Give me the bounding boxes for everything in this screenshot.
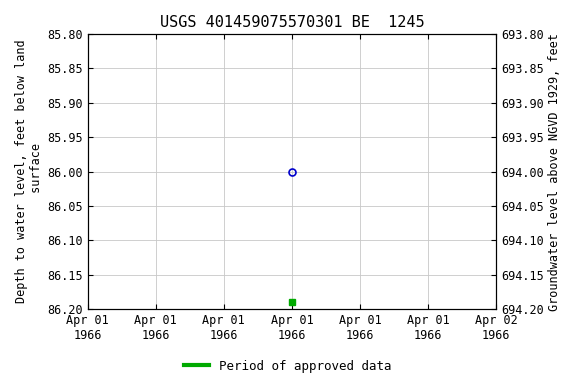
Title: USGS 401459075570301 BE  1245: USGS 401459075570301 BE 1245 [160,15,425,30]
Y-axis label: Depth to water level, feet below land
 surface: Depth to water level, feet below land su… [15,40,43,303]
Y-axis label: Groundwater level above NGVD 1929, feet: Groundwater level above NGVD 1929, feet [548,33,561,311]
Legend: Period of approved data: Period of approved data [179,355,397,378]
